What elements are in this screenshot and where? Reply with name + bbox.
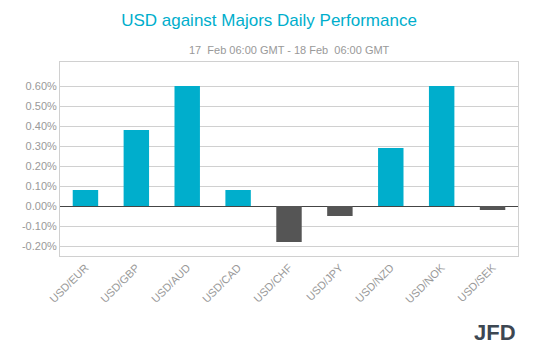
svg-text:USD against Majors Daily Perfo: USD against Majors Daily Performance bbox=[121, 11, 417, 30]
svg-text:17 Feb 06:00 GMT - 18 Feb 06: 17 Feb 06:00 GMT - 18 Feb 06:00 GMT bbox=[189, 44, 390, 56]
svg-text:0.00%: 0.00% bbox=[26, 200, 57, 212]
svg-text:0.40%: 0.40% bbox=[26, 120, 57, 132]
svg-text:0.50%: 0.50% bbox=[26, 100, 57, 112]
svg-text:USD/NOK: USD/NOK bbox=[403, 261, 447, 305]
svg-text:0.30%: 0.30% bbox=[26, 140, 57, 152]
svg-text:USD/EUR: USD/EUR bbox=[47, 261, 91, 305]
svg-text:0.20%: 0.20% bbox=[26, 160, 57, 172]
svg-text:0.60%: 0.60% bbox=[26, 80, 57, 92]
svg-text:0.10%: 0.10% bbox=[26, 180, 57, 192]
svg-text:-0.10%: -0.10% bbox=[22, 220, 57, 232]
svg-text:USD/CAD: USD/CAD bbox=[200, 261, 244, 305]
svg-text:JFD: JFD bbox=[474, 320, 516, 345]
svg-text:USD/GBP: USD/GBP bbox=[98, 262, 141, 305]
svg-text:USD/NZD: USD/NZD bbox=[353, 261, 396, 304]
svg-text:USD/CHF: USD/CHF bbox=[251, 261, 294, 304]
svg-text:-0.20%: -0.20% bbox=[22, 240, 57, 252]
svg-text:USD/JPY: USD/JPY bbox=[304, 261, 346, 303]
svg-text:USD/SEK: USD/SEK bbox=[455, 261, 498, 304]
svg-text:USD/AUD: USD/AUD bbox=[149, 261, 193, 305]
